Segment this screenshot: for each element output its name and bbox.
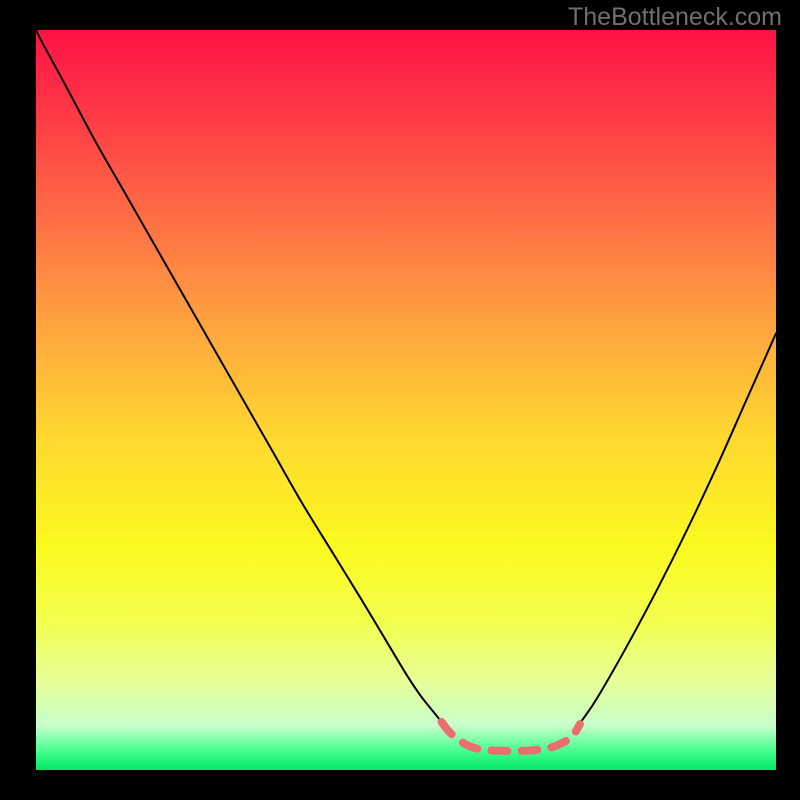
bottleneck-chart [0, 0, 800, 800]
plot-gradient-background [36, 30, 776, 770]
watermark-text: TheBottleneck.com [568, 3, 782, 32]
chart-container: TheBottleneck.com [0, 0, 800, 800]
